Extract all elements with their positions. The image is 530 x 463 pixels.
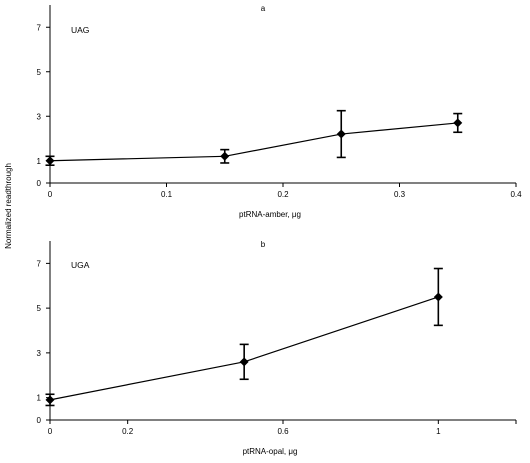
panel-b-data-point: [239, 357, 249, 367]
panel-b-x-tick-label: 0: [48, 427, 53, 436]
panel-a-y-tick-label: 3: [37, 112, 42, 121]
panel-a-data-point: [220, 151, 230, 161]
panel-a-y-tick-label: 1: [37, 157, 42, 166]
panel-b-y-tick-label: 0: [37, 416, 42, 425]
panel-b-y-tick-label: 3: [37, 349, 42, 358]
panel-b-x-tick-label: 0.2: [122, 427, 134, 436]
panel-a-x-tick-label: 0.2: [277, 190, 289, 199]
panel-b-y-tick-label: 1: [37, 394, 42, 403]
panel-a-data-point: [336, 129, 346, 139]
panel-b-inset-label: UGA: [71, 260, 90, 270]
panel-a-y-tick-label: 5: [37, 68, 42, 77]
panel-a-y-tick-label: 0: [37, 179, 42, 188]
panel-b: b UGA ptRNA-opal, μg 0 1 3 5 7 0 0.2 0.6 1: [37, 240, 517, 456]
panel-a-data-point: [45, 156, 55, 166]
panel-a-x-tick-label: 0.4: [510, 190, 522, 199]
panel-a-x-tick-label: 0.3: [394, 190, 406, 199]
panel-a-y-tick-label: 7: [37, 23, 42, 32]
panel-a-data-point: [453, 118, 463, 128]
panel-b-y-tick-label: 7: [37, 259, 42, 268]
panel-a-xlabel: ptRNA-amber, μg: [239, 210, 301, 219]
panel-b-y-tick-label: 5: [37, 304, 42, 313]
panel-a-series-line: [49, 122, 458, 162]
panel-a-x-tick-label: 0.1: [161, 190, 173, 199]
panel-b-data-point: [45, 395, 55, 405]
panel-b-x-tick-label: 0.6: [277, 427, 289, 436]
panel-a: a UAG ptRNA-amber, μg 0 1 3 5 7 0 0.1 0.2 0.3 0.4: [37, 4, 523, 219]
panel-a-letter: a: [261, 4, 266, 13]
panel-a-inset-label: UAG: [71, 25, 89, 35]
panel-b-letter: b: [261, 240, 266, 249]
panel-b-x-tick-label: 1: [436, 427, 441, 436]
panel-b-xlabel: ptRNA-opal, μg: [243, 447, 298, 456]
panel-b-data-point: [433, 292, 443, 302]
panel-a-x-tick-label: 0: [48, 190, 53, 199]
y-axis-label: Normalized readthrough: [4, 163, 13, 249]
